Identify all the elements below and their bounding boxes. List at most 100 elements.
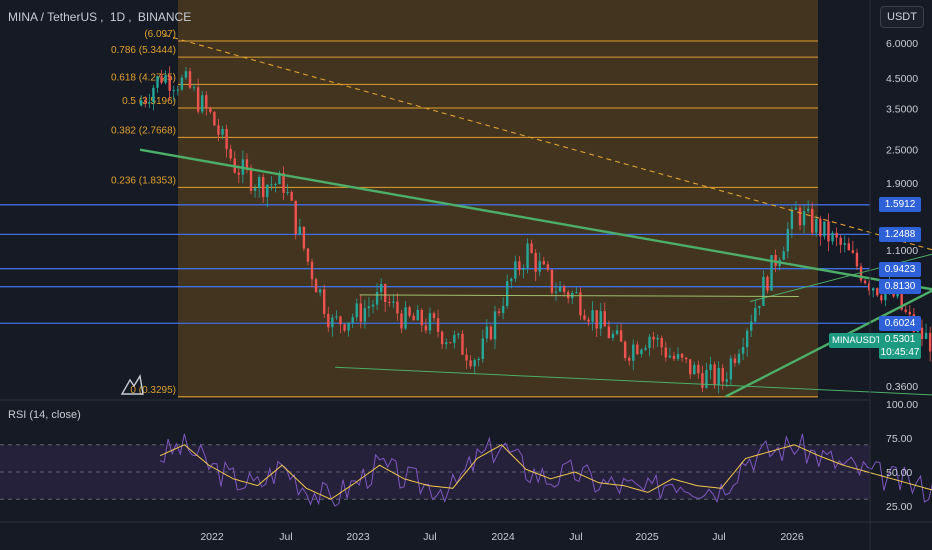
candle-body xyxy=(880,295,883,301)
candle-body xyxy=(806,208,810,212)
interval-label: 1D xyxy=(109,10,126,24)
candle-body xyxy=(148,102,151,104)
price-axis-label: 3.5000 xyxy=(886,104,918,116)
candle-body xyxy=(530,243,533,253)
candle-body xyxy=(156,76,159,88)
candle-body xyxy=(750,321,753,331)
candle-body xyxy=(485,326,489,339)
candle-body xyxy=(449,342,452,344)
candle-body xyxy=(343,324,346,331)
time-axis-label: Jul xyxy=(279,531,292,543)
candle-body xyxy=(754,307,757,322)
candle-body xyxy=(514,261,517,279)
candle-body xyxy=(884,291,887,301)
candle-body xyxy=(367,306,371,309)
candle-body xyxy=(920,327,924,340)
time-axis-label: Jul xyxy=(569,531,582,543)
candle-body xyxy=(144,100,147,103)
candle-body xyxy=(314,279,318,293)
candle-body xyxy=(396,301,399,314)
candle-body xyxy=(323,289,326,314)
candle-body xyxy=(506,281,509,307)
candle-body xyxy=(660,337,663,348)
rsi-axis-label: 100.00 xyxy=(886,399,918,411)
candle-body xyxy=(497,311,501,314)
candle-body xyxy=(770,255,773,291)
candle-body xyxy=(477,359,480,361)
candle-body xyxy=(713,364,716,385)
candle-body xyxy=(928,332,932,352)
candle-body xyxy=(278,173,281,185)
candle-body xyxy=(766,276,769,291)
candle-body xyxy=(371,304,375,307)
symbol-name: MINA / TetherUS xyxy=(8,10,98,24)
candle-body xyxy=(550,269,554,293)
candle-body xyxy=(424,325,428,331)
candle-body xyxy=(416,309,419,321)
candle-body xyxy=(335,316,338,318)
candle-body xyxy=(863,280,867,284)
candle-body xyxy=(294,200,297,235)
candle-body xyxy=(737,353,741,364)
candle-body xyxy=(591,310,594,322)
candle-body xyxy=(632,344,635,361)
candle-body xyxy=(729,358,733,380)
descending-trendline xyxy=(139,148,932,291)
candle-body xyxy=(359,303,362,322)
lower-channel-line xyxy=(335,366,932,396)
candlesticks xyxy=(140,66,932,394)
price-axis-label: 6.0000 xyxy=(886,38,918,50)
candle-body xyxy=(798,207,802,226)
candle-body xyxy=(615,330,619,334)
candle-body xyxy=(440,331,444,345)
time-axis-label: 2023 xyxy=(346,531,370,543)
fib-level-label: 0.236 (1.8353) xyxy=(111,175,176,186)
axis-labels: 6.0000 4.5000 3.5000 2.5000 1.9000 1.1000 0.36… xyxy=(200,38,918,543)
candle-body xyxy=(302,226,306,249)
candle-body xyxy=(481,338,484,360)
candle-body xyxy=(180,77,184,90)
candle-body xyxy=(558,286,562,292)
candle-body xyxy=(827,221,830,242)
candle-body xyxy=(684,357,688,360)
candle-body xyxy=(400,313,403,329)
candle-body xyxy=(607,326,611,339)
candle-body xyxy=(823,221,826,237)
candle-body xyxy=(168,75,171,91)
price-tag-3: 0.9423 xyxy=(879,262,921,277)
candle-body xyxy=(924,332,928,340)
candle-body xyxy=(465,354,468,361)
tradingview-logo-icon[interactable] xyxy=(120,374,144,395)
time-axis-label: 2025 xyxy=(635,531,659,543)
rsi-axis-label: 75.00 xyxy=(886,433,912,445)
candle-body xyxy=(436,318,440,332)
candle-body xyxy=(188,71,192,88)
symbol-title[interactable]: MINA / TetherUS, 1D, BINANCE xyxy=(8,10,192,24)
candle-body xyxy=(583,315,586,320)
candle-body xyxy=(554,291,558,293)
rsi-axis-label: 50.00 xyxy=(886,467,912,479)
candle-body xyxy=(843,243,846,245)
candle-body xyxy=(192,87,196,89)
candle-body xyxy=(205,95,208,108)
rsi-line xyxy=(159,433,932,507)
time-axis-label: Jul xyxy=(712,531,725,543)
candle-body xyxy=(790,209,794,229)
candle-body xyxy=(546,264,550,270)
price-tag-5: 0.6024 xyxy=(879,316,921,331)
fib-level-label: 0.786 (5.3444) xyxy=(111,45,176,56)
rsi-indicator-label[interactable]: RSI (14, close) xyxy=(8,409,81,421)
time-axis-label: Jul xyxy=(423,531,436,543)
candle-body xyxy=(676,353,680,359)
price-axis-label: 1.1000 xyxy=(886,245,918,257)
candle-body xyxy=(717,367,720,385)
candle-body xyxy=(619,330,623,342)
candle-body xyxy=(473,360,476,367)
bar-countdown: 10:45:47 xyxy=(880,347,920,358)
candle-body xyxy=(599,311,602,329)
currency-button[interactable]: USDT xyxy=(880,6,924,28)
candle-body xyxy=(404,307,407,329)
candle-body xyxy=(225,128,228,149)
candle-body xyxy=(672,355,676,359)
